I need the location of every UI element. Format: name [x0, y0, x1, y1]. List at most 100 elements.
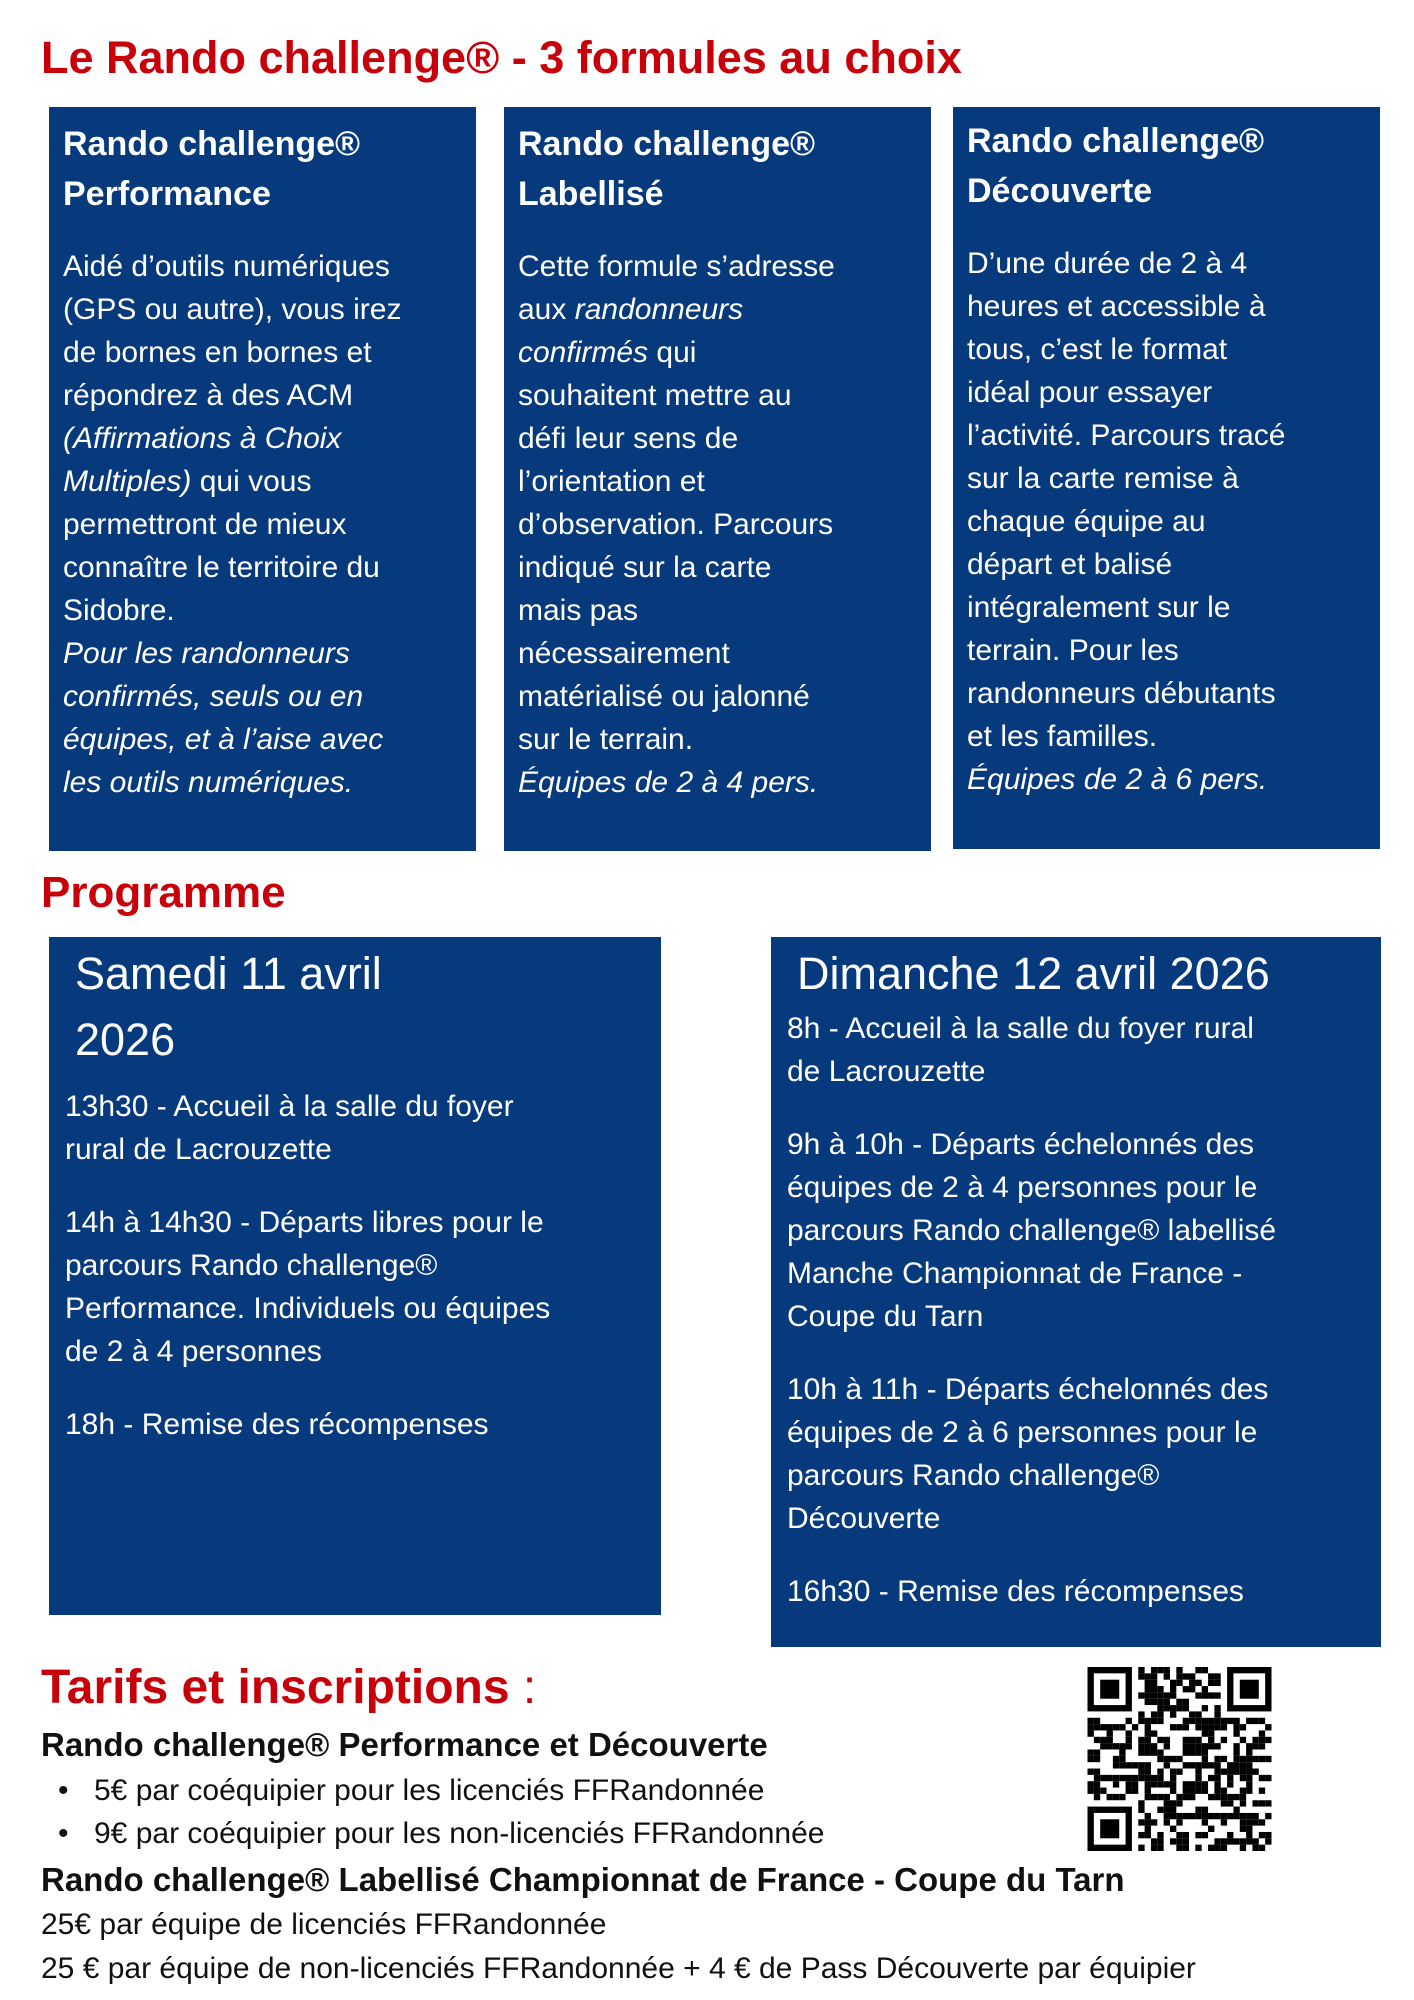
schedule-item: 9h à 10h - Départs échelonnés des équipes…	[787, 1123, 1365, 1338]
formula-card-labellise: Rando challenge® Labellisé Cette formule s…	[504, 107, 931, 851]
day-schedule: 13h30 - Accueil à la salle du foyer rural…	[65, 1085, 645, 1446]
formula-text-line: souhaitent mettre au	[518, 374, 917, 417]
formula-text-line: tous, c’est le format	[967, 328, 1366, 371]
text-segment: Aidé d’outils numériques	[63, 250, 390, 283]
formula-text-line: sur la carte remise à	[967, 457, 1366, 500]
text-segment: Pour les randonneurs	[63, 637, 350, 670]
formula-card-decouverte: Rando challenge® Découverte D’une durée de…	[953, 107, 1380, 849]
formula-text-line: (GPS ou autre), vous irez	[63, 288, 462, 331]
text-segment: nécessairement	[518, 637, 730, 670]
formula-text-line: terrain. Pour les	[967, 629, 1366, 672]
formula-text-line: répondrez à des ACM	[63, 374, 462, 417]
formula-heading-line: Performance	[63, 175, 271, 213]
text-segment: Multiples)	[63, 465, 192, 498]
text-segment: répondrez à des ACM	[63, 379, 354, 412]
schedule-line: rural de Lacrouzette	[65, 1133, 332, 1166]
formula-heading-line: Labellisé	[518, 175, 664, 213]
tarifs-colon: :	[509, 1661, 537, 1714]
programme-heading: Programme	[41, 868, 286, 917]
tarif-bullet: 5€ par coéquipier pour les licenciés FFR…	[58, 1774, 764, 1808]
text-segment: Équipes de 2 à 6 pers.	[967, 763, 1268, 796]
text-segment: sur le terrain.	[518, 723, 694, 756]
text-segment: Sidobre.	[63, 594, 175, 627]
text-segment: défi leur sens de	[518, 422, 739, 455]
text-segment: d’observation. Parcours	[518, 508, 834, 541]
tarif-bullet-text: 5€ par coéquipier pour les licenciés FFR…	[94, 1774, 765, 1807]
formula-text-line: Équipes de 2 à 4 pers.	[518, 761, 917, 804]
schedule-line: équipes de 2 à 4 personnes pour le	[787, 1171, 1258, 1204]
day-heading: Dimanche 12 avril 2026	[797, 941, 1365, 1007]
day-heading-line: Samedi 11 avril	[75, 948, 382, 999]
formula-text-line: les outils numériques.	[63, 761, 462, 804]
formula-text-line: permettront de mieux	[63, 503, 462, 546]
tarif-line: 25 € par équipe de non-licenciés FFRando…	[41, 1952, 1196, 1985]
schedule-line: équipes de 2 à 6 personnes pour le	[787, 1416, 1258, 1449]
formula-text-line: et les familles.	[967, 715, 1366, 758]
schedule-line: 13h30 - Accueil à la salle du foyer	[65, 1090, 514, 1123]
formula-card-performance: Rando challenge® Performance Aidé d’outils…	[49, 107, 476, 851]
schedule-item: 18h - Remise des récompenses	[65, 1403, 645, 1446]
schedule-line: 18h - Remise des récompenses	[65, 1408, 489, 1441]
formula-heading-line: Rando challenge®	[967, 122, 1265, 160]
text-segment: qui vous	[191, 465, 312, 498]
formula-text-line: mais pas	[518, 589, 917, 632]
schedule-item: 14h à 14h30 - Départs libres pour le parc…	[65, 1201, 645, 1373]
formula-text-line: intégralement sur le	[967, 586, 1366, 629]
text-segment: permettront de mieux	[63, 508, 347, 541]
formula-text-line: l’activité. Parcours tracé	[967, 414, 1366, 457]
day-heading-line: Dimanche 12 avril 2026	[797, 948, 1270, 999]
text-segment: l’activité. Parcours tracé	[967, 419, 1286, 452]
text-segment: confirmés	[518, 336, 649, 369]
schedule-line: de Lacrouzette	[787, 1055, 986, 1088]
text-segment: équipes, et à l’aise avec	[63, 723, 384, 756]
text-segment: Cette formule s’adresse	[518, 250, 835, 283]
formula-text-line: heures et accessible à	[967, 285, 1366, 328]
formula-text-line: Cette formule s’adresse	[518, 245, 917, 288]
schedule-item: 16h30 - Remise des récompenses	[787, 1570, 1365, 1613]
text-segment: intégralement sur le	[967, 591, 1231, 624]
qr-code-icon[interactable]	[1086, 1667, 1273, 1851]
formula-text-line: connaître le territoire du	[63, 546, 462, 589]
formula-text-line: D’une durée de 2 à 4	[967, 242, 1366, 285]
text-segment: (GPS ou autre), vous irez	[63, 293, 402, 326]
formula-heading-line: Rando challenge®	[518, 125, 816, 163]
text-segment: randonneurs débutants	[967, 677, 1276, 710]
formula-text-line: chaque équipe au	[967, 500, 1366, 543]
day-card-saturday: Samedi 11 avril 2026 13h30 - Accueil à la …	[49, 937, 661, 1615]
formula-text-line: sur le terrain.	[518, 718, 917, 761]
day-heading: Samedi 11 avril 2026	[75, 941, 645, 1073]
formula-heading-line: Découverte	[967, 172, 1153, 210]
formula-heading: Rando challenge® Performance	[63, 119, 462, 219]
formula-text-line: départ et balisé	[967, 543, 1366, 586]
text-segment: de bornes en bornes et	[63, 336, 372, 369]
formula-text-line: équipes, et à l’aise avec	[63, 718, 462, 761]
tarif-line: 25€ par équipe de licenciés FFRandonnée	[41, 1908, 607, 1941]
tarifs-heading: Tarifs et inscriptions :	[41, 1660, 536, 1715]
tarif-bullet: 9€ par coéquipier pour les non-licenciés…	[58, 1817, 824, 1851]
text-segment: matérialisé ou jalonné	[518, 680, 810, 713]
formula-text-line: Équipes de 2 à 6 pers.	[967, 758, 1366, 801]
day-card-sunday: Dimanche 12 avril 2026 8h - Accueil à la …	[771, 937, 1381, 1647]
formula-text-line: aux randonneurs	[518, 288, 917, 331]
tarifs-title: Tarifs et inscriptions	[41, 1661, 510, 1714]
text-segment: randonneurs	[574, 293, 744, 326]
text-segment: terrain. Pour les	[967, 634, 1179, 667]
text-segment: mais pas	[518, 594, 639, 627]
formula-text-line: Aidé d’outils numériques	[63, 245, 462, 288]
schedule-item: 13h30 - Accueil à la salle du foyer rural…	[65, 1085, 645, 1171]
text-segment: tous, c’est le format	[967, 333, 1228, 366]
formula-text-line: matérialisé ou jalonné	[518, 675, 917, 718]
formula-text-line: indiqué sur la carte	[518, 546, 917, 589]
formula-text-line: l’orientation et	[518, 460, 917, 503]
formula-text-line: Pour les randonneurs	[63, 632, 462, 675]
text-segment: chaque équipe au	[967, 505, 1206, 538]
schedule-line: 9h à 10h - Départs échelonnés des	[787, 1128, 1254, 1161]
schedule-line: 14h à 14h30 - Départs libres pour le	[65, 1206, 544, 1239]
formula-text-line: de bornes en bornes et	[63, 331, 462, 374]
schedule-item: 8h - Accueil à la salle du foyer rural de…	[787, 1007, 1365, 1093]
text-segment: aux	[518, 293, 575, 326]
formula-heading: Rando challenge® Labellisé	[518, 119, 917, 219]
text-segment: et les familles.	[967, 720, 1158, 753]
formula-text-line: Multiples) qui vous	[63, 460, 462, 503]
schedule-line: Manche Championnat de France -	[787, 1257, 1243, 1290]
